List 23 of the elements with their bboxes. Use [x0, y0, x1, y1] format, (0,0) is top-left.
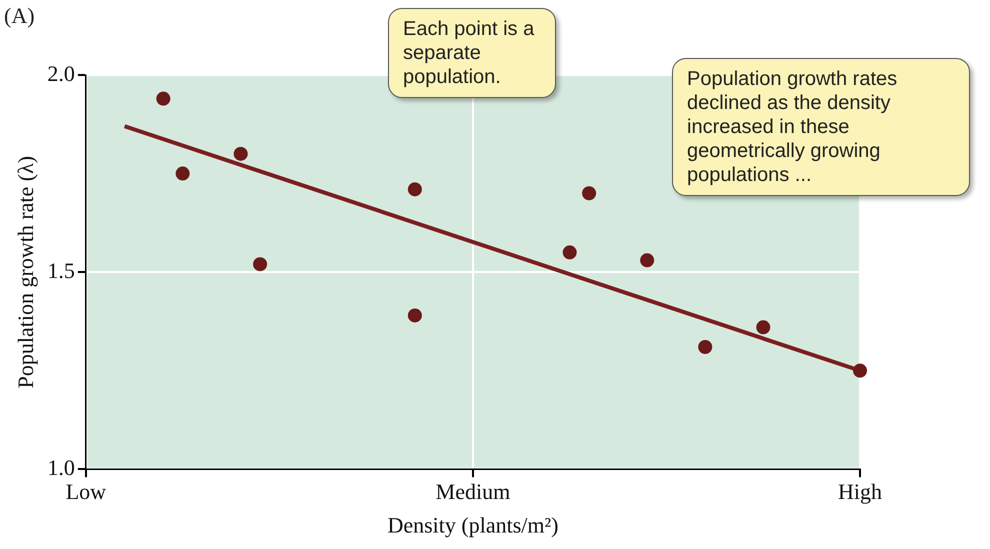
point: [756, 320, 770, 334]
point: [408, 182, 422, 196]
y-tick-label: 2.0: [47, 60, 75, 86]
x-tick-label: High: [838, 479, 882, 504]
point: [853, 364, 867, 378]
x-axis-title: Density (plants/m²): [387, 512, 558, 538]
y-axis-title: Population growth rate (λ): [12, 156, 38, 388]
point: [698, 340, 712, 354]
point: [408, 308, 422, 322]
x-tick-label: Medium: [436, 479, 510, 504]
point: [640, 253, 654, 268]
speech-bubble: Each point is a separate population.: [388, 8, 556, 98]
x-tick-label: Low: [66, 479, 106, 504]
y-tick-label: 1.5: [47, 258, 75, 283]
point: [562, 245, 577, 260]
y-tick-label: 1.0: [47, 454, 75, 480]
point: [582, 186, 596, 200]
point: [253, 257, 268, 272]
text: (A): [4, 3, 35, 28]
point: [176, 166, 190, 181]
point: [156, 92, 170, 106]
point: [234, 146, 248, 161]
speech-bubble: Population growth rates declined as the density increased in these geometrically growing populations ...: [672, 58, 970, 196]
